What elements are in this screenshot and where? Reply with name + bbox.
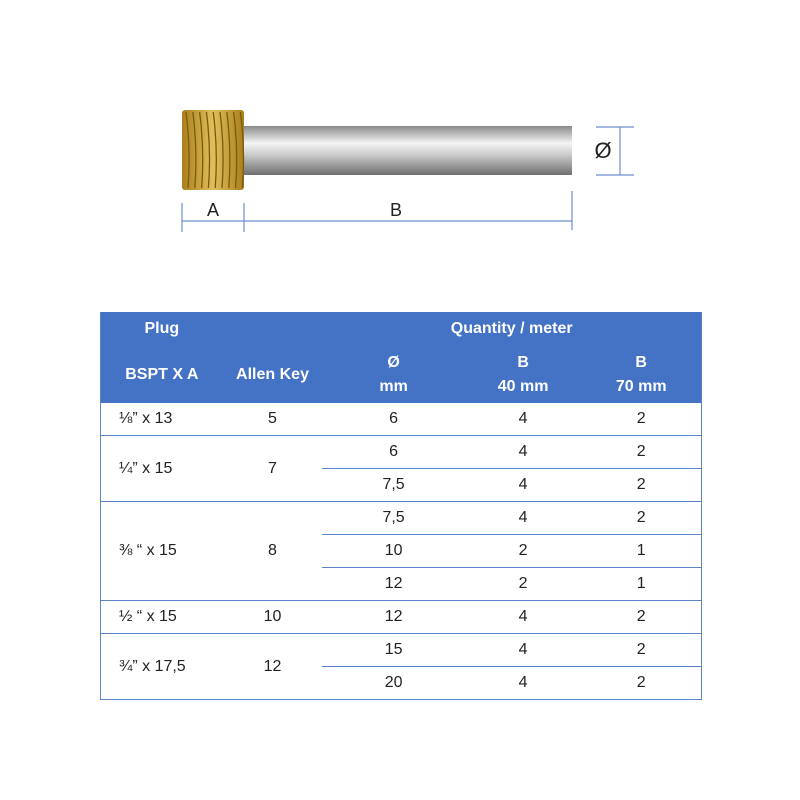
cell-diameter: 10 (322, 534, 465, 568)
thread-groove (198, 111, 204, 189)
table-row: ¾” x 17,5 12 15 4 2 (100, 633, 702, 700)
header-plug: Plug (100, 312, 223, 346)
cell-b70: 2 (581, 666, 702, 700)
cell-diameter: 6 (322, 435, 465, 469)
cell-plug: ⅜ “ x 15 (100, 501, 223, 601)
header-b40: B 40 mm (464, 346, 582, 403)
cell-allen-key: 10 (222, 600, 323, 634)
table-row: ⅜ “ x 15 8 7,5 4 2 (100, 501, 702, 601)
label-a: A (207, 200, 219, 220)
cell-b40: 4 (464, 666, 582, 700)
thread-groove (239, 111, 245, 189)
cell-allen-key: 7 (222, 435, 323, 502)
label-diameter: Ø (594, 138, 611, 163)
cell-b40: 2 (464, 567, 582, 601)
table-row: 7,5 4 2 (101, 468, 702, 502)
cell-diameter: 7,5 (322, 468, 465, 502)
cell-b40: 2 (464, 534, 582, 568)
anode-diagram: A B Ø (181, 110, 634, 232)
thread-groove (212, 111, 217, 189)
cell-plug: ½ “ x 15 (100, 600, 223, 634)
cell-plug: ⅛” x 13 (100, 403, 223, 436)
thread-groove (219, 111, 224, 189)
cell-plug: ¾” x 17,5 (100, 633, 223, 700)
cell-plug: ¼” x 15 (100, 435, 223, 502)
thread-groove (232, 111, 238, 189)
cell-b70: 1 (581, 567, 702, 601)
cell-b70: 2 (581, 468, 702, 502)
cell-b70: 2 (581, 435, 702, 469)
table-row: ⅛” x 13 5 6 4 2 (100, 403, 702, 436)
cell-diameter: 6 (322, 403, 465, 436)
thread-groove (185, 111, 190, 189)
cell-diameter: 12 (322, 567, 465, 601)
cell-b40: 4 (464, 600, 582, 634)
table-row: 12 2 1 (101, 567, 702, 601)
table-row: 10 2 1 (101, 534, 702, 568)
cell-allen-key: 5 (222, 403, 323, 436)
table-row: 20 4 2 (101, 666, 702, 700)
cell-b70: 2 (581, 501, 702, 535)
cell-b40: 4 (464, 403, 582, 436)
dimension-lines (181, 126, 634, 232)
table-row: ½ “ x 15 10 12 4 2 (100, 600, 702, 634)
header-b70: B 70 mm (581, 346, 702, 403)
label-b: B (390, 200, 402, 220)
cell-b40: 4 (464, 468, 582, 502)
specification-table: Plug Quantity / meter BSPT X A Allen Key… (100, 312, 702, 700)
cell-diameter: 7,5 (322, 501, 465, 535)
cell-diameter: 12 (322, 600, 465, 634)
thread-groove (192, 111, 197, 189)
header-allen: Allen Key (222, 346, 323, 403)
cell-b40: 4 (464, 633, 582, 667)
cell-allen-key: 8 (222, 501, 323, 601)
cell-diameter: 20 (322, 666, 465, 700)
table-row: ¼” x 15 7 6 4 2 (100, 435, 702, 502)
header-quantity: Quantity / meter (322, 312, 702, 346)
cell-b70: 2 (581, 600, 702, 634)
rod (244, 126, 572, 175)
cell-b40: 4 (464, 435, 582, 469)
cell-b70: 1 (581, 534, 702, 568)
cell-allen-key: 12 (222, 633, 323, 700)
thread-groove (205, 111, 211, 189)
cell-b40: 4 (464, 501, 582, 535)
header-bspt: BSPT X A (100, 346, 223, 403)
cell-b70: 2 (581, 403, 702, 436)
thread-groove (226, 111, 231, 189)
cell-diameter: 15 (322, 633, 465, 667)
cell-b70: 2 (581, 633, 702, 667)
